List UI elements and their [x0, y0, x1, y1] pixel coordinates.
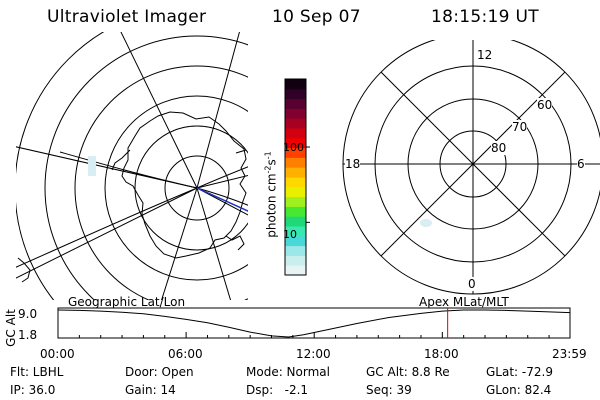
lat-circle — [74, 65, 248, 300]
time-label: 18:15:19 UT — [431, 7, 539, 27]
mlt-label-12: 12 — [476, 48, 494, 62]
colorbar-cell — [285, 128, 306, 139]
colorbar — [284, 78, 310, 276]
orbit-track — [16, 166, 248, 268]
timeline-ticks — [57, 332, 571, 338]
colorbar-cell — [285, 177, 306, 188]
timeline-title-right: Apex MLat/MLT — [419, 295, 509, 309]
x-tick-label: 06:00 — [168, 347, 203, 361]
emission-patch — [88, 156, 96, 176]
meridian-line — [196, 32, 240, 189]
door-readout: Door: Open — [125, 365, 194, 379]
lat-circle — [134, 125, 248, 251]
glat-readout: GLat: -72.9 — [486, 365, 553, 379]
coast-detail — [17, 257, 31, 283]
gc-alt-readout: GC Alt: 8.8 Re — [366, 365, 450, 379]
meridian-line — [161, 187, 198, 300]
meridian-line — [120, 32, 198, 189]
altitude-timeline-chart — [57, 307, 571, 339]
colorbar-cell — [285, 186, 306, 198]
lat-circle — [104, 95, 248, 281]
y-axis-min: 1.8 — [18, 328, 38, 342]
x-tick-label: 00:00 — [40, 347, 75, 361]
y-axis-max: 9.0 — [18, 307, 38, 321]
x-tick-label: 12:00 — [296, 347, 331, 361]
colorbar-cell — [285, 167, 306, 178]
mlt-label-0: 0 — [468, 277, 476, 291]
colorbar-tick-100: 100 — [283, 141, 304, 154]
mlat-label-70: 70 — [512, 120, 528, 134]
colorbar-scale — [285, 79, 306, 276]
dsp-readout: Dsp: -2.1 — [246, 383, 309, 397]
colorbar-tick-10: 10 — [283, 228, 297, 241]
timeline-title-left: Geographic Lat/Lon — [68, 295, 186, 309]
ip-readout: IP: 36.0 — [10, 383, 56, 397]
colorbar-cell — [285, 98, 306, 109]
seq-readout: Seq: 39 — [366, 383, 412, 397]
colorbar-cell — [285, 147, 306, 158]
colorbar-cell — [285, 255, 306, 266]
colorbar-unit-label: photon cm-2s-1 — [263, 151, 279, 238]
coast-detail — [225, 235, 245, 251]
coast-detail — [235, 149, 247, 154]
colorbar-cell — [285, 157, 306, 168]
colorbar-cell — [285, 137, 306, 149]
meridian-line — [16, 187, 198, 279]
colorbar-cell — [285, 79, 306, 90]
date-label: 10 Sep 07 — [272, 7, 361, 27]
x-tick-label: 18:00 — [424, 347, 459, 361]
colorbar-cell — [285, 196, 306, 207]
mlt-label-18: 18 — [345, 157, 361, 171]
meridian-line — [196, 187, 232, 300]
colorbar-cell — [285, 206, 306, 217]
filter-readout: Flt: LBHL — [10, 365, 64, 379]
instrument-title: Ultraviolet Imager — [47, 7, 207, 27]
gain-readout: Gain: 14 — [125, 383, 176, 397]
lat-circle — [164, 155, 230, 221]
mode-readout: Mode: Normal — [246, 365, 330, 379]
colorbar-cell — [285, 226, 306, 237]
glon-readout: GLon: 82.4 — [486, 383, 552, 397]
lat-circle — [44, 35, 248, 300]
lat-circle — [16, 32, 105, 300]
mlat-label-60: 60 — [537, 98, 553, 112]
spacecraft-direction-line — [196, 187, 248, 212]
colorbar-cell — [285, 108, 306, 119]
emission-patch — [420, 219, 432, 227]
colorbar-cell — [285, 235, 306, 247]
geographic-map — [16, 32, 248, 300]
colorbar-frame — [284, 78, 307, 276]
colorbar-cell — [285, 265, 306, 276]
mlt-label-6: 6 — [577, 157, 585, 171]
mlat-label-80: 80 — [491, 141, 507, 155]
colorbar-cell — [285, 216, 306, 227]
colorbar-cell — [285, 118, 306, 129]
mlt-polar-plot — [342, 40, 600, 295]
colorbar-cell — [285, 245, 306, 256]
colorbar-cell — [285, 88, 306, 100]
x-tick-label: 23:59 — [552, 347, 587, 361]
antarctica-coastline — [121, 111, 247, 259]
mlt-axis-diagonal — [380, 71, 566, 257]
altitude-series-line — [57, 309, 571, 338]
meridian-line — [196, 174, 248, 189]
